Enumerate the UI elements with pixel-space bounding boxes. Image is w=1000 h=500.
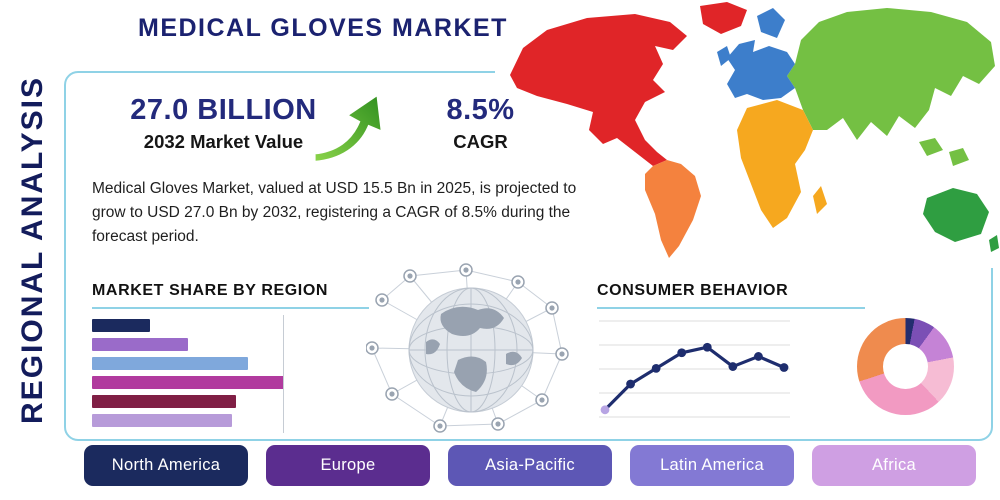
- market-share-heading: MARKET SHARE BY REGION: [92, 282, 369, 309]
- region-share-donut-chart: [857, 318, 954, 415]
- market-description: Medical Gloves Market, valued at USD 15.…: [92, 180, 577, 246]
- region-button-europe[interactable]: Europe: [266, 445, 430, 486]
- region-button-latin-america[interactable]: Latin America: [630, 445, 794, 486]
- map-north-america: [510, 14, 687, 166]
- market-value-caption: 2032 Market Value: [143, 131, 304, 152]
- map-australia: [923, 188, 989, 242]
- map-asia: [787, 8, 995, 140]
- world-map: [495, 0, 1000, 268]
- region-button-asia-pacific[interactable]: Asia-Pacific: [448, 445, 612, 486]
- side-label-regional-analysis: REGIONAL ANALYSIS: [16, 76, 49, 424]
- market-share-bar-2: [92, 338, 188, 351]
- map-greenland: [700, 2, 747, 34]
- market-share-bar-5: [92, 395, 236, 408]
- market-value-group: 27.0 BILLION 2032 Market Value: [116, 94, 331, 153]
- consumer-behavior-section: CONSUMER BEHAVIOR: [597, 282, 865, 425]
- market-share-bar-1: [92, 319, 150, 332]
- map-europe: [727, 40, 795, 100]
- map-uk: [717, 46, 731, 66]
- market-share-bar-3: [92, 357, 248, 370]
- map-scandinavia: [757, 8, 785, 38]
- market-share-bar-chart: [92, 315, 284, 433]
- map-south-america: [645, 160, 701, 258]
- map-new-zealand: [989, 235, 999, 252]
- market-value: 27.0 BILLION: [130, 94, 317, 126]
- network-nodes: [366, 263, 569, 433]
- cagr-group: 8.5% CAGR: [423, 94, 538, 153]
- market-share-bar-4: [92, 376, 284, 389]
- map-madagascar: [813, 186, 827, 214]
- consumer-behavior-heading: CONSUMER BEHAVIOR: [597, 282, 865, 309]
- market-share-section: MARKET SHARE BY REGION: [92, 282, 369, 433]
- map-se-asia-islands-2: [949, 148, 969, 166]
- globe-network-graphic: [366, 263, 569, 433]
- page-title: MEDICAL GLOVES MARKET: [138, 14, 508, 42]
- map-se-asia-islands: [919, 138, 943, 156]
- bar-chart-gridline: [283, 315, 284, 433]
- cagr-value: 8.5%: [446, 94, 515, 126]
- stats-panel: 27.0 BILLION 2032 Market Value 8.5% CAGR: [88, 92, 533, 178]
- growth-arrow-icon: [313, 92, 384, 162]
- region-button-africa[interactable]: Africa: [812, 445, 976, 486]
- map-africa: [737, 100, 813, 228]
- cagr-caption: CAGR: [453, 131, 508, 152]
- market-share-bar-6: [92, 414, 233, 427]
- region-button-north-america[interactable]: North America: [84, 445, 248, 486]
- region-buttons-row: North America Europe Asia-Pacific Latin Ame…: [84, 445, 976, 486]
- consumer-behavior-line-chart: [599, 320, 790, 418]
